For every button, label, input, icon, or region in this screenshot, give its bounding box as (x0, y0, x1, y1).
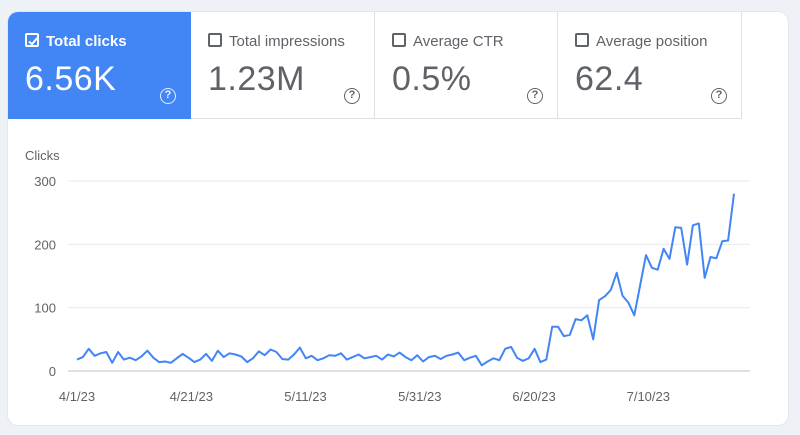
x-tick-label: 6/20/23 (512, 389, 555, 404)
metric-cards: Total clicks 6.56K ? Total impressions 1… (8, 12, 742, 119)
metric-label: Total impressions (229, 33, 345, 50)
help-icon[interactable]: ? (160, 88, 176, 104)
metric-value: 1.23M (208, 60, 305, 98)
checkbox-icon[interactable] (575, 33, 589, 47)
x-tick-label: 7/10/23 (627, 389, 670, 404)
metric-label: Total clicks (46, 33, 127, 50)
y-tick-label: 100 (34, 301, 56, 316)
help-icon[interactable]: ? (711, 88, 727, 104)
y-tick-label: 300 (34, 174, 56, 189)
y-tick-labels: 300 200 100 0 (34, 174, 56, 379)
metric-card-average-ctr[interactable]: Average CTR 0.5% ? (375, 12, 558, 119)
checkbox-icon[interactable] (208, 33, 222, 47)
clicks-line-chart: Clicks 300 200 100 0 4/1/23 4/21/23 5/11/23 5/… (25, 148, 750, 404)
metric-value: 6.56K (25, 60, 117, 98)
metric-value: 62.4 (575, 60, 644, 98)
y-tick-label: 0 (49, 364, 56, 379)
chart-grid (68, 180, 750, 372)
x-tick-label: 4/1/23 (59, 389, 95, 404)
metric-label: Average position (596, 33, 708, 50)
performance-panel: Total clicks 6.56K ? Total impressions 1… (8, 12, 788, 425)
metric-card-average-position[interactable]: Average position 62.4 ? (558, 12, 742, 119)
metric-card-total-impressions[interactable]: Total impressions 1.23M ? (191, 12, 375, 119)
chart-series (76, 193, 735, 367)
metric-card-total-clicks[interactable]: Total clicks 6.56K ? (8, 12, 191, 119)
help-icon[interactable]: ? (527, 88, 543, 104)
x-tick-label: 5/11/23 (284, 389, 326, 404)
metric-label: Average CTR (413, 33, 504, 50)
clicks-series-line (76, 193, 735, 367)
metric-value: 0.5% (392, 60, 472, 98)
x-tick-labels: 4/1/23 4/21/23 5/11/23 5/31/23 6/20/23 7/10/2… (59, 389, 670, 404)
y-tick-label: 200 (34, 237, 56, 252)
y-axis-label: Clicks (25, 148, 60, 163)
checkbox-checked-icon[interactable] (25, 33, 39, 47)
checkbox-icon[interactable] (392, 33, 406, 47)
x-tick-label: 5/31/23 (398, 389, 441, 404)
help-icon[interactable]: ? (344, 88, 360, 104)
x-tick-label: 4/21/23 (170, 389, 213, 404)
